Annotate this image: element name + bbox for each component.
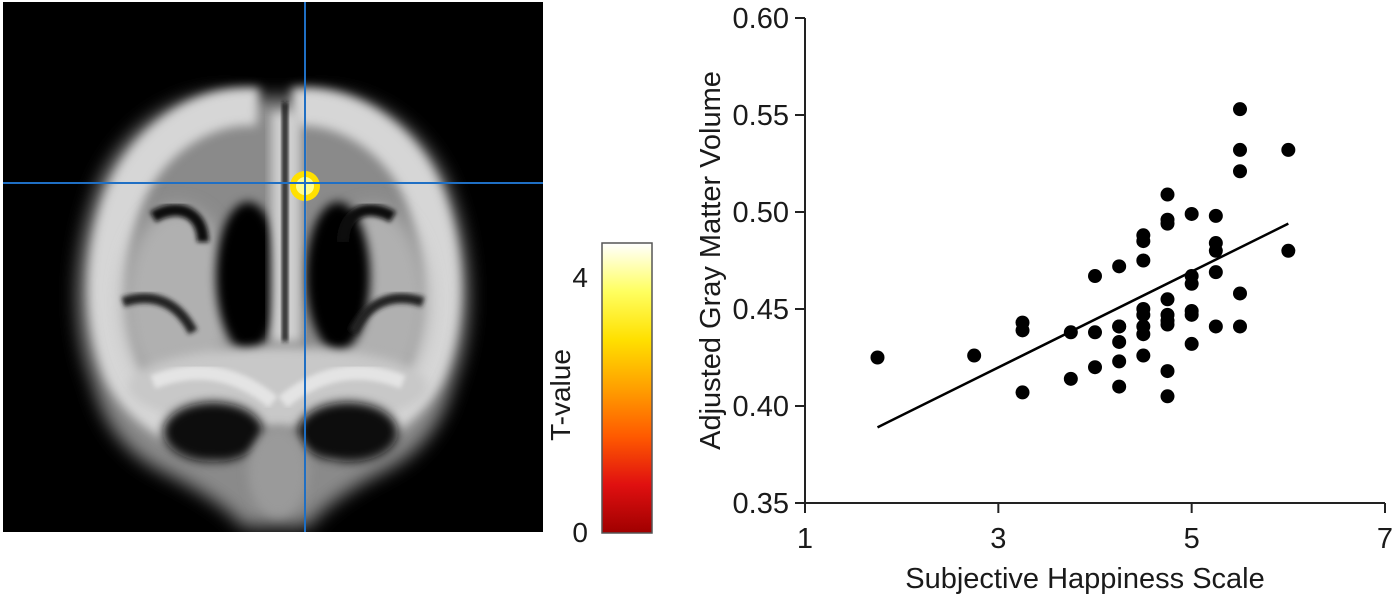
y-tick-label: 0.50 — [733, 197, 789, 229]
data-point — [1233, 142, 1247, 157]
y-tick-label: 0.60 — [733, 3, 789, 35]
scatter-chart: 0.35 0.40 0.45 0.50 0.55 0.60 1 3 5 7 Adjusted G… — [660, 0, 1400, 600]
regression-line — [876, 222, 1289, 429]
data-point — [1136, 253, 1151, 268]
brain-slice-svg — [3, 2, 543, 532]
x-tick-label: 5 — [1184, 523, 1200, 555]
data-point — [1208, 265, 1223, 280]
data-point — [1063, 371, 1078, 386]
regression-line-group — [876, 222, 1289, 429]
data-point — [1136, 307, 1151, 322]
data-point — [1015, 385, 1030, 400]
data-points — [870, 102, 1296, 404]
data-point — [1160, 389, 1175, 404]
data-point — [1233, 164, 1247, 179]
data-point — [1184, 276, 1199, 291]
data-point — [1184, 206, 1199, 221]
data-point — [1281, 142, 1296, 157]
data-point — [1015, 323, 1030, 338]
data-point — [1184, 336, 1199, 351]
y-tick-label: 0.45 — [733, 294, 789, 326]
data-point — [1160, 216, 1175, 231]
data-point — [1112, 259, 1127, 274]
colorbar-gradient — [601, 242, 653, 534]
data-point — [1160, 292, 1175, 307]
y-axis-ticks: 0.35 0.40 0.45 0.50 0.55 0.60 — [733, 3, 805, 520]
data-point — [967, 348, 982, 363]
data-point — [1160, 364, 1175, 379]
scatter-chart-svg: 0.35 0.40 0.45 0.50 0.55 0.60 1 3 5 7 Adjusted G… — [695, 3, 1393, 595]
x-axis-label: Subjective Happiness Scale — [905, 563, 1264, 595]
data-point — [1088, 269, 1102, 284]
data-point — [1112, 334, 1127, 349]
x-tick-label: 3 — [990, 523, 1006, 555]
data-point — [1112, 379, 1127, 394]
data-point — [1233, 102, 1247, 117]
x-tick-label: 1 — [797, 523, 813, 555]
data-point — [1184, 307, 1199, 322]
data-point — [1112, 319, 1127, 334]
chart-axes — [804, 18, 1385, 504]
data-point — [870, 350, 885, 365]
data-point — [1208, 208, 1223, 223]
data-point — [1281, 243, 1296, 258]
brain-tissue — [78, 87, 468, 528]
data-point — [1208, 243, 1223, 258]
data-point — [1136, 234, 1151, 249]
colorbar-label: T-value — [548, 349, 576, 441]
colorbar-tick-min: 0 — [572, 517, 588, 545]
colorbar-svg: T-value 4 0 — [545, 242, 653, 548]
y-tick-label: 0.40 — [733, 391, 789, 423]
data-point — [1088, 360, 1102, 375]
data-point — [1208, 319, 1223, 334]
data-point — [1136, 327, 1151, 342]
y-tick-label: 0.35 — [733, 488, 789, 520]
data-point — [1063, 325, 1078, 340]
y-axis-label: Adjusted Gray Matter Volume — [695, 71, 727, 450]
data-point — [1112, 354, 1127, 369]
data-point — [1160, 317, 1175, 332]
colorbar-tick-max: 4 — [572, 262, 588, 293]
data-point — [1233, 286, 1247, 301]
data-point — [1160, 187, 1175, 202]
data-point — [1233, 319, 1247, 334]
brain-coronal-slice-image — [3, 2, 543, 532]
data-point — [1088, 325, 1102, 340]
y-tick-label: 0.55 — [733, 100, 789, 132]
x-tick-label: 7 — [1377, 523, 1393, 555]
t-value-colorbar: T-value 4 0 — [545, 235, 660, 548]
x-axis-ticks: 1 3 5 7 — [797, 503, 1393, 555]
data-point — [1136, 348, 1151, 363]
